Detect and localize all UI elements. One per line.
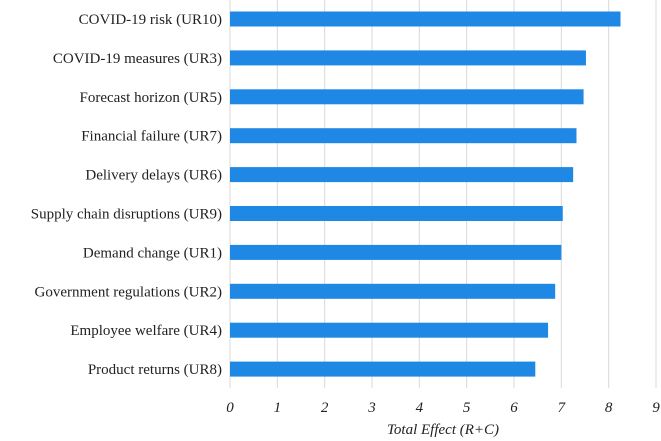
x-tick-label: 0 xyxy=(226,400,234,416)
category-label: COVID-19 risk (UR10) xyxy=(79,12,222,28)
category-labels: COVID-19 risk (UR10) COVID-19 measures (U… xyxy=(31,12,222,378)
bar xyxy=(230,11,621,27)
category-label: Forecast horizon (UR5) xyxy=(80,90,222,106)
bar xyxy=(230,167,574,183)
category-label: Product returns (UR8) xyxy=(88,362,222,378)
x-tick-label: 8 xyxy=(605,400,613,416)
x-tick-label: 4 xyxy=(416,400,424,416)
category-label: Demand change (UR1) xyxy=(83,245,222,261)
category-label: Financial failure (UR7) xyxy=(81,129,222,145)
bar xyxy=(230,50,586,66)
x-tick-label: 9 xyxy=(652,400,660,416)
bar xyxy=(230,206,563,221)
x-tick-label: 3 xyxy=(367,400,376,416)
bar xyxy=(230,322,549,338)
x-tick-labels: 0 1 2 3 4 5 6 7 8 9 xyxy=(226,400,660,416)
x-axis-title: Total Effect (R+C) xyxy=(387,422,499,438)
bar xyxy=(230,283,556,299)
x-tick-label: 6 xyxy=(510,400,518,416)
category-label: Government regulations (UR2) xyxy=(35,284,222,300)
bar xyxy=(230,361,536,377)
x-tick-label: 2 xyxy=(321,400,329,416)
bar xyxy=(230,244,562,260)
category-label: Supply chain disruptions (UR9) xyxy=(31,207,222,223)
x-tick-label: 1 xyxy=(274,400,282,416)
x-tick-label: 7 xyxy=(558,400,567,416)
x-tick-label: 5 xyxy=(463,400,471,416)
category-label: COVID-19 measures (UR3) xyxy=(53,51,222,67)
bar xyxy=(230,128,577,144)
bars xyxy=(230,11,621,377)
category-label: Employee welfare (UR4) xyxy=(70,323,222,339)
category-label: Delivery delays (UR6) xyxy=(85,168,222,184)
bar xyxy=(230,89,584,105)
